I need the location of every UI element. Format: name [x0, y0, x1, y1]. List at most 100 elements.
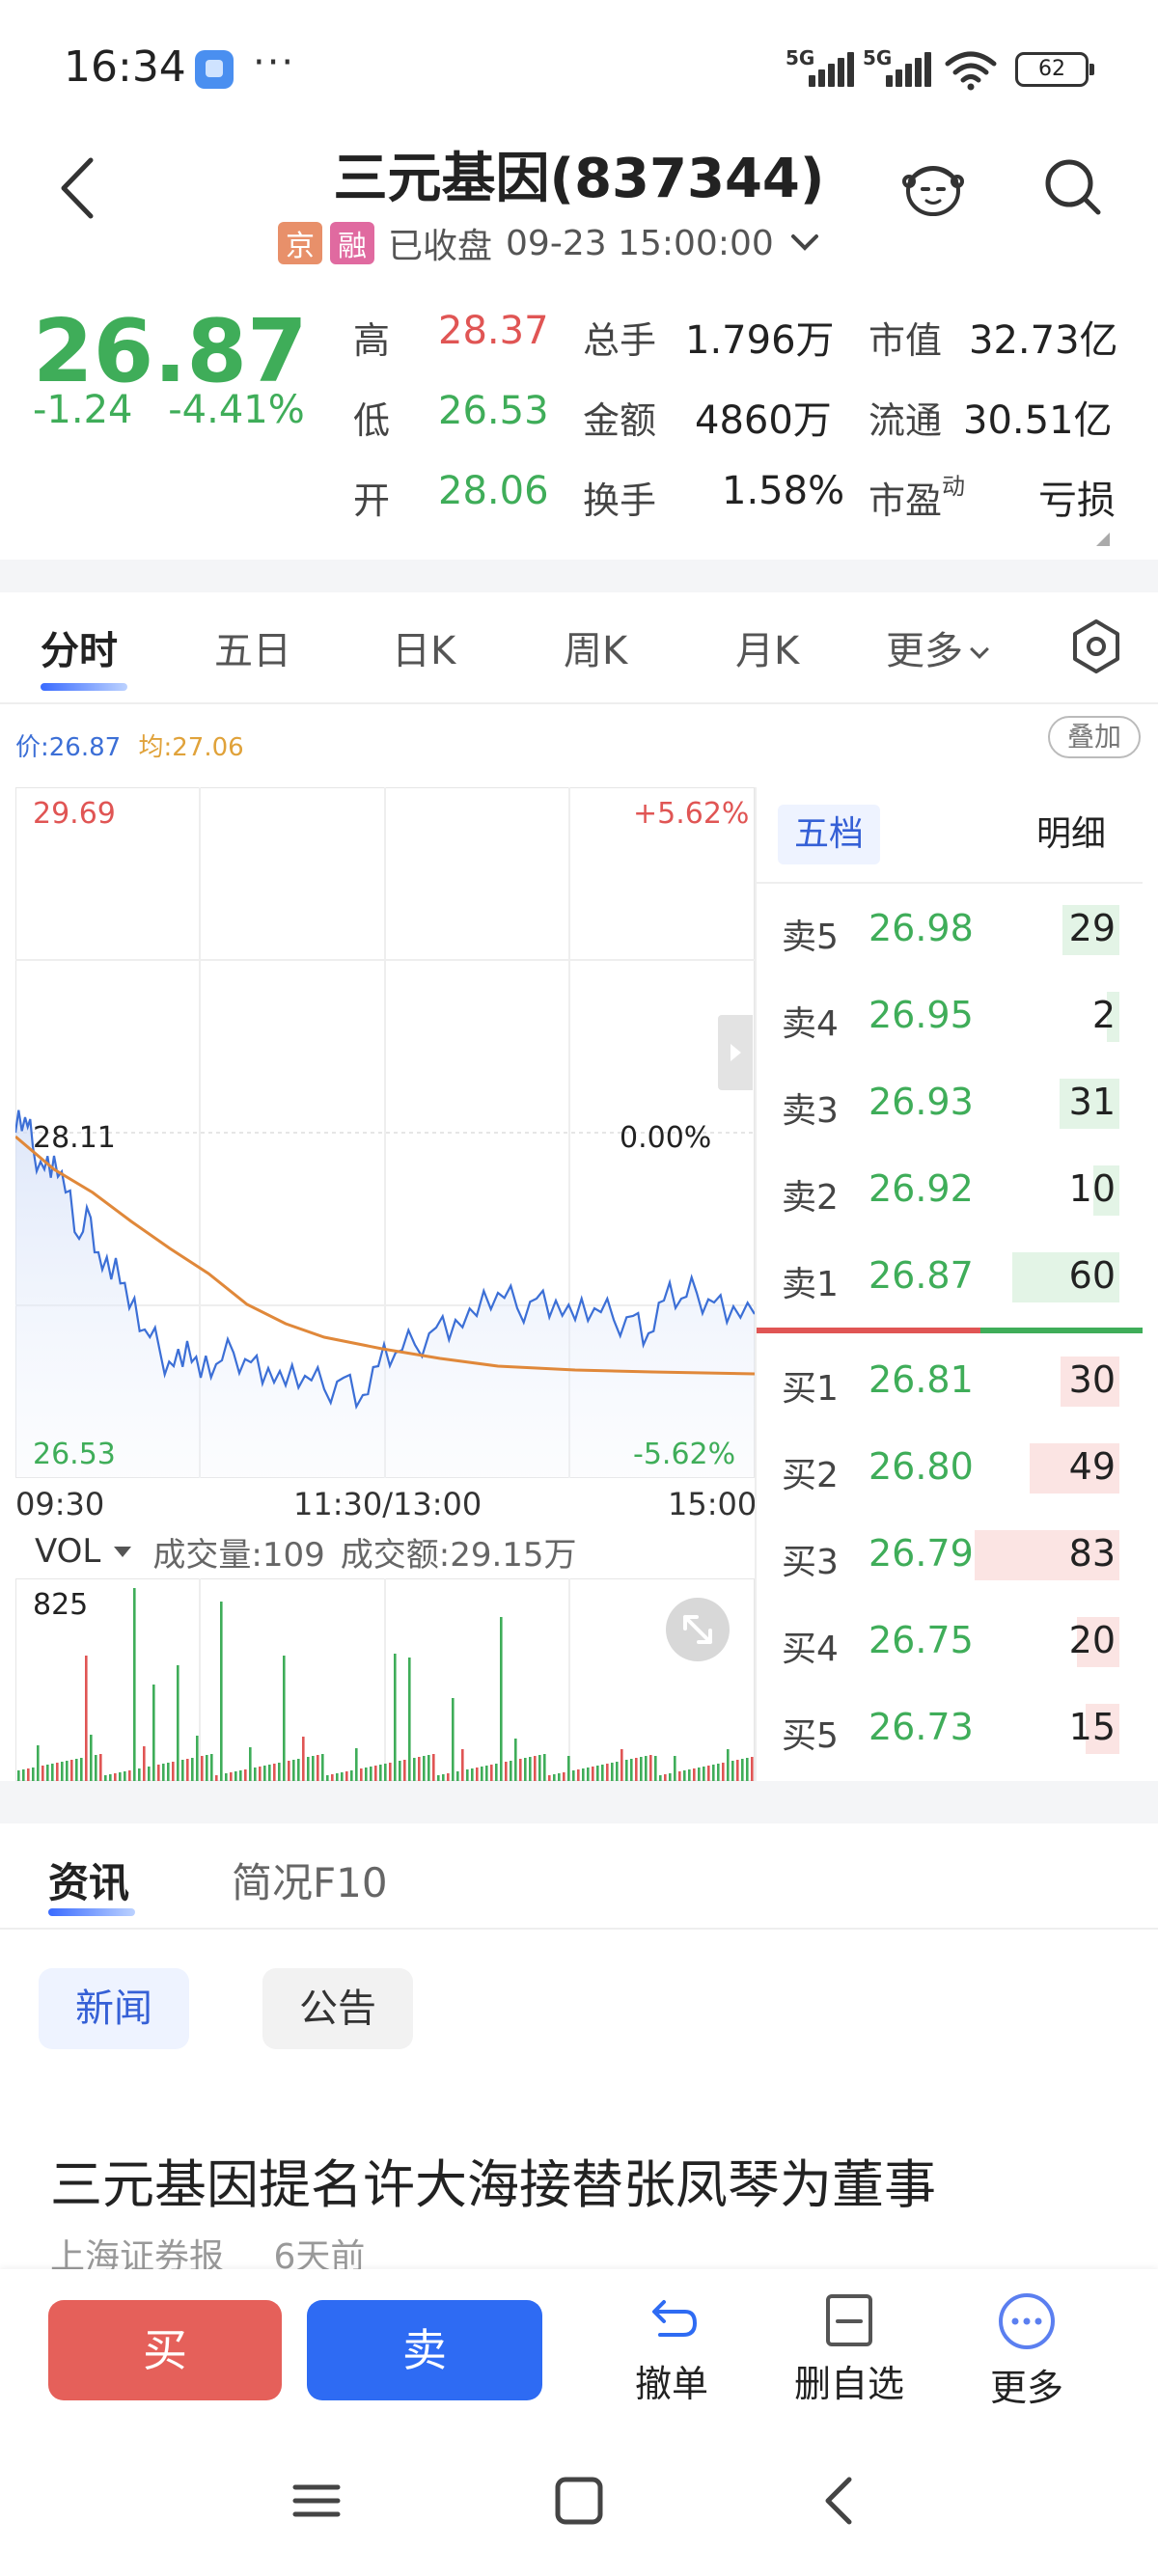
volume-bar: [365, 1768, 368, 1781]
volume-bar: [66, 1761, 69, 1781]
order-label: 买4: [782, 1630, 839, 1669]
order-price: 26.92: [868, 1167, 974, 1210]
back-icon[interactable]: [50, 154, 108, 222]
bid-level-4[interactable]: 买4 26.75 20: [757, 1598, 1143, 1686]
overlay-button[interactable]: 叠加: [1048, 716, 1141, 758]
tab-five-day[interactable]: 五日: [214, 629, 291, 673]
indicator-label: VOL: [35, 1532, 101, 1571]
amount-label: 金额: [583, 399, 657, 442]
tab-weekly-k[interactable]: 周K: [564, 629, 628, 673]
tab-intraday[interactable]: 分时: [41, 629, 118, 673]
volume-bar: [649, 1755, 652, 1781]
order-price: 26.87: [868, 1254, 974, 1297]
volume-bar: [244, 1769, 247, 1781]
indicator-selector[interactable]: VOL: [35, 1532, 132, 1571]
bid-level-1[interactable]: 买1 26.81 30: [757, 1337, 1143, 1426]
ask-level-1[interactable]: 卖5 26.98 29: [757, 886, 1143, 974]
order-volume: 31: [1068, 1081, 1116, 1123]
volume-bar: [553, 1774, 556, 1781]
wifi-icon: [945, 51, 997, 91]
ask-level-2[interactable]: 卖4 26.95 2: [757, 973, 1143, 1061]
menu-icon[interactable]: [290, 2474, 344, 2528]
volume-bar: [128, 1770, 131, 1781]
chart-bottom-price: 26.53: [33, 1438, 116, 1471]
more-actions-label: 更多: [989, 2367, 1063, 2409]
more-actions-button[interactable]: 更多: [959, 2290, 1094, 2411]
volume-bar: [688, 1769, 691, 1781]
volume-bar: [616, 1762, 619, 1781]
side-panel-toggle[interactable]: [718, 1015, 753, 1090]
exchange-tag: 京: [278, 222, 322, 264]
market-status-row[interactable]: 京 融 已收盘 09-23 15:00:00: [278, 222, 824, 266]
volume-bar: [321, 1754, 324, 1781]
home-icon[interactable]: [552, 2474, 606, 2528]
volume-bar: [263, 1766, 266, 1781]
chart-mid-pct: 0.00%: [620, 1121, 712, 1155]
volume-bar: [32, 1768, 35, 1781]
volume-bar: [312, 1756, 315, 1781]
tab-monthly-k[interactable]: 月K: [735, 629, 800, 673]
volume-bar: [592, 1767, 594, 1781]
volume-bar: [683, 1770, 686, 1781]
back-nav-icon[interactable]: [814, 2474, 868, 2528]
volume-bar: [46, 1765, 49, 1781]
chip-announcements[interactable]: 公告: [262, 1968, 413, 2049]
turnover-value: 1.58%: [722, 469, 845, 513]
ask-level-3[interactable]: 卖3 26.93 31: [757, 1059, 1143, 1148]
tab-trade-details[interactable]: 明细: [1036, 814, 1107, 854]
volume-bar: [90, 1735, 93, 1781]
search-icon[interactable]: [1042, 156, 1104, 218]
order-price: 26.98: [868, 907, 974, 949]
remove-watchlist-button[interactable]: 删自选: [782, 2290, 917, 2407]
buy-button[interactable]: 买: [48, 2300, 282, 2400]
ask-level-4[interactable]: 卖2 26.92 10: [757, 1146, 1143, 1235]
bid-level-3[interactable]: 买3 26.79 83: [757, 1511, 1143, 1600]
chart-top-pct: +5.62%: [633, 797, 750, 831]
volume-bar: [143, 1746, 146, 1781]
signal-5g-icon: 5G: [786, 46, 863, 87]
battery-level: 62: [1038, 57, 1065, 81]
remove-watchlist-icon: [826, 2294, 872, 2346]
volume-bar: [206, 1755, 208, 1781]
tab-overview-f10[interactable]: 简况F10: [232, 1859, 388, 1906]
volume-bar: [659, 1775, 662, 1781]
bid-level-5[interactable]: 买5 26.73 15: [757, 1685, 1143, 1773]
volume-value: 1.796万: [685, 318, 835, 363]
volume-bar: [538, 1755, 541, 1781]
volume-bar: [751, 1757, 754, 1781]
bid-level-2[interactable]: 买2 26.80 49: [757, 1424, 1143, 1513]
divider: [757, 882, 1143, 884]
chevron-down-icon[interactable]: [786, 229, 824, 258]
news-headline[interactable]: 三元基因提名许大海接替张凤琴为董事: [50, 2154, 936, 2215]
sell-button[interactable]: 卖: [307, 2300, 542, 2400]
settings-icon[interactable]: [1067, 617, 1125, 675]
ask-level-5[interactable]: 卖1 26.87 60: [757, 1233, 1143, 1322]
price-line: [15, 1110, 755, 1411]
volume-bar: [746, 1758, 749, 1781]
volume-bar: [490, 1765, 493, 1781]
volume-max: 825: [33, 1588, 89, 1622]
volume-bar: [703, 1767, 705, 1781]
fullscreen-button[interactable]: [666, 1598, 730, 1661]
tab-daily-k[interactable]: 日K: [392, 629, 456, 673]
tab-news[interactable]: 资讯: [48, 1859, 130, 1906]
volume-bar: [1107, 992, 1119, 1042]
volume-bar: [225, 1773, 228, 1781]
intraday-chart[interactable]: [15, 787, 755, 1478]
volume-bar: [230, 1772, 233, 1781]
chip-news[interactable]: 新闻: [39, 1968, 189, 2049]
cancel-order-button[interactable]: 撤单: [604, 2290, 739, 2407]
volume-bar: [408, 1658, 411, 1781]
expand-corner-icon[interactable]: [1096, 533, 1110, 546]
volume-bar: [510, 1761, 512, 1781]
assistant-avatar-icon[interactable]: [899, 152, 967, 220]
tab-more-label: 更多: [886, 629, 963, 673]
volume-bar: [17, 1770, 20, 1781]
tab-more[interactable]: 更多: [886, 619, 989, 675]
tab-five-levels[interactable]: 五档: [778, 805, 880, 864]
volume-bar: [191, 1758, 194, 1781]
chevron-down-icon: [970, 640, 989, 659]
volume-bar: [1077, 1617, 1119, 1667]
quote-datetime: 09-23 15:00:00: [506, 223, 774, 263]
